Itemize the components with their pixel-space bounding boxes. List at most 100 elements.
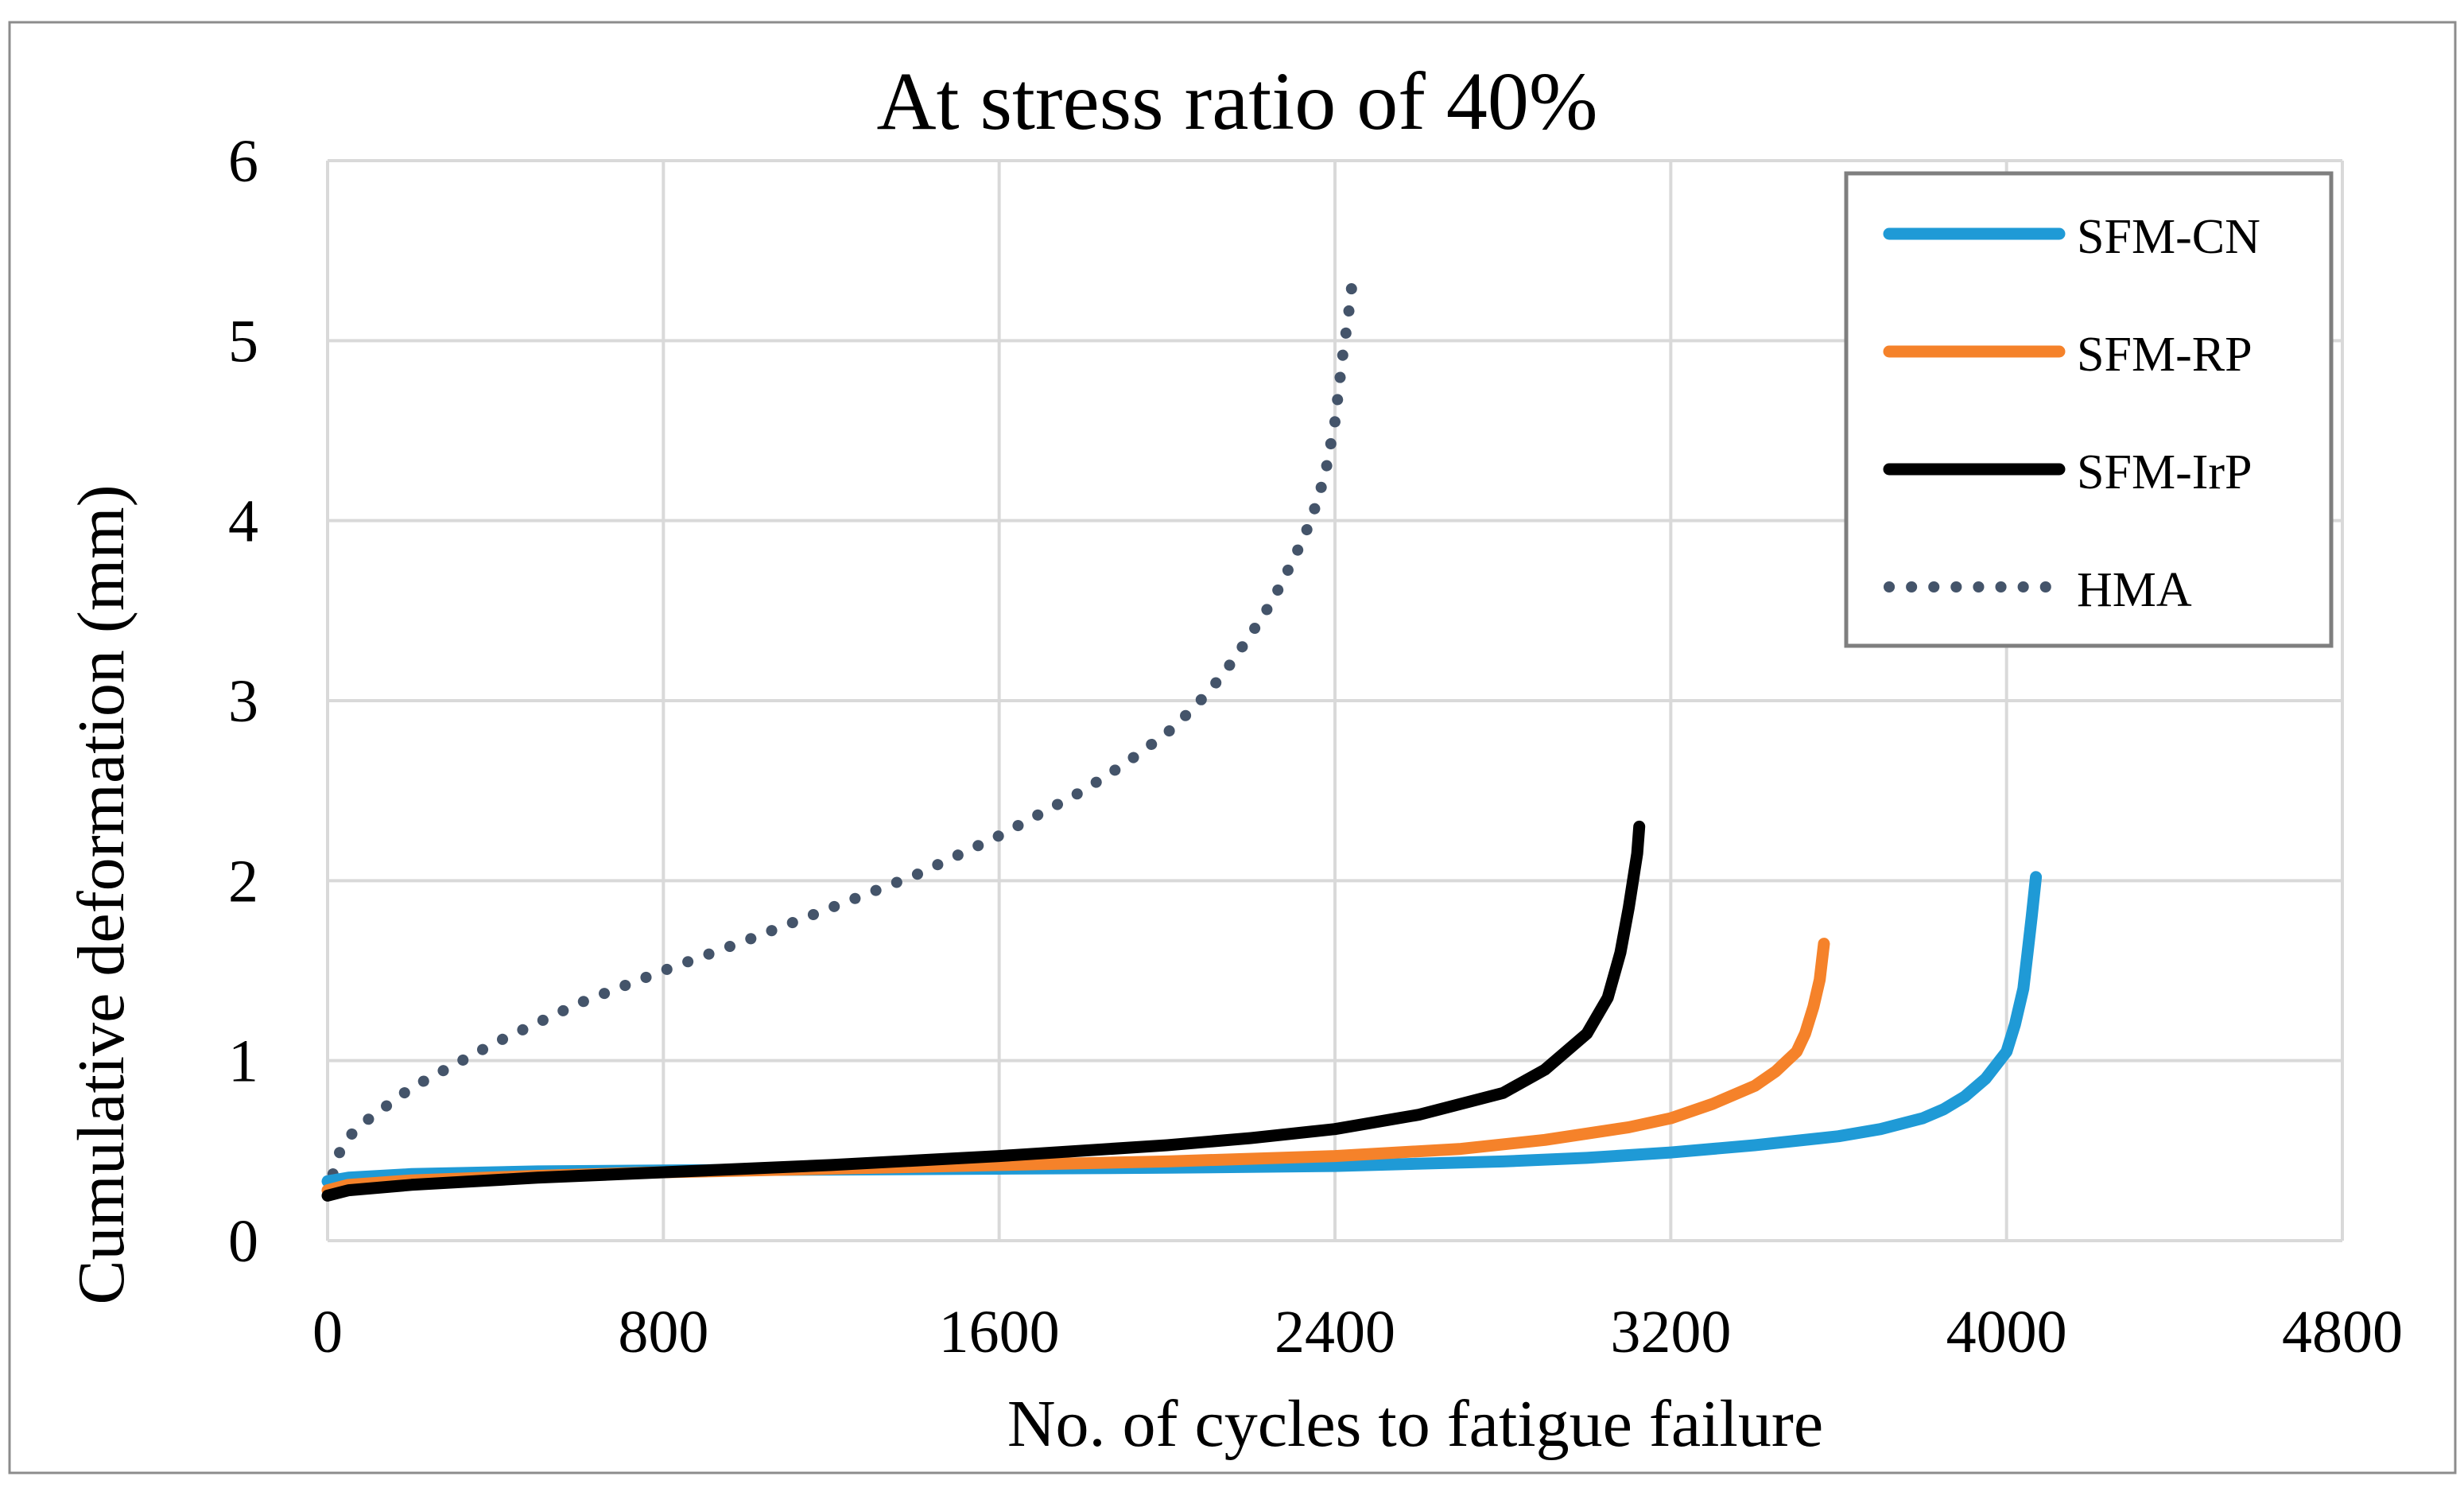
y-tick-label: 2 [228, 848, 258, 915]
data-point-hma [914, 874, 917, 877]
data-point-sfm-irp [347, 1189, 350, 1192]
data-point-sfm-cn [2005, 1050, 2008, 1053]
data-point-hma [1186, 712, 1189, 715]
data-point-hma [1291, 559, 1294, 562]
data-point-sfm-irp [1333, 1128, 1337, 1131]
data-point-sfm-rp [1333, 1155, 1337, 1158]
series-line-hma [322, 281, 1358, 1202]
series-line-sfm-irp [321, 820, 1646, 1202]
data-point-hma [339, 1149, 342, 1152]
data-point-hma [1346, 321, 1349, 324]
x-tick-label: 3200 [1610, 1299, 1731, 1366]
legend-item-sfm-cn: SFM-CN [1883, 210, 2260, 264]
data-point-sfm-rp [1669, 1117, 1672, 1120]
legend-label: HMA [2077, 563, 2192, 617]
x-tick-label: 1600 [939, 1299, 1060, 1366]
legend-label: SFM-RP [2077, 328, 2253, 382]
data-point-sfm-cn [2030, 915, 2033, 919]
data-point-sfm-irp [1619, 951, 1622, 954]
data-point-sfm-irp [830, 1164, 833, 1167]
data-point-hma [1317, 498, 1320, 501]
y-tick-label: 1 [228, 1028, 258, 1095]
data-point-sfm-cn [1669, 1151, 1672, 1154]
data-point-sfm-irp [1632, 879, 1635, 882]
legend-box [1844, 171, 2334, 648]
data-point-hma [1208, 690, 1211, 693]
data-point-sfm-irp [1166, 1144, 1169, 1147]
data-point-hma [662, 969, 665, 973]
x-axis-label: No. of cycles to fatigue failure [1007, 1387, 1823, 1461]
data-point-hma [368, 1117, 371, 1120]
x-tick-label: 4800 [2282, 1299, 2403, 1366]
data-point-sfm-irp [1628, 906, 1631, 909]
data-point-hma [1249, 632, 1252, 635]
data-point-sfm-rp [1812, 1005, 1815, 1008]
data-point-sfm-irp [1638, 825, 1641, 828]
data-point-sfm-cn [2013, 1023, 2016, 1026]
x-tick-label: 0 [312, 1299, 343, 1366]
data-point-sfm-rp [1628, 1125, 1631, 1129]
data-point-sfm-irp [1606, 997, 1609, 1000]
data-point-hma [1166, 732, 1169, 735]
data-point-sfm-cn [1921, 1117, 1924, 1120]
data-point-sfm-rp [1543, 1138, 1546, 1141]
data-point-sfm-irp [662, 1171, 665, 1174]
legend-items: SFM-CN SFM-RP SFM-IrP HMA [1883, 210, 2260, 617]
legend: SFM-CN SFM-RP SFM-IrP HMA [1844, 171, 2334, 648]
data-point-sfm-cn [1942, 1108, 1946, 1111]
data-point-sfm-irp [1585, 1032, 1589, 1035]
data-point-sfm-irp [1636, 852, 1639, 855]
y-axis-ticks: 0 1 2 3 4 5 6 [228, 128, 258, 1275]
series-sfm-irp [321, 820, 1646, 1202]
data-point-hma [1081, 789, 1085, 792]
y-tick-label: 0 [228, 1208, 258, 1275]
data-point-hma [746, 938, 749, 942]
y-tick-label: 4 [228, 488, 258, 555]
data-point-hma [578, 1001, 581, 1004]
data-point-sfm-rp [1803, 1032, 1806, 1035]
y-tick-label: 6 [228, 128, 258, 195]
data-point-hma [1228, 663, 1232, 666]
data-point-sfm-cn [1333, 1164, 1337, 1167]
data-point-hma [998, 834, 1001, 837]
data-point-sfm-cn [1984, 1077, 1987, 1080]
data-point-sfm-rp [1459, 1148, 1462, 1151]
data-point-sfm-rp [1818, 978, 1822, 981]
data-point-sfm-rp [1774, 1070, 1777, 1073]
data-point-hma [351, 1131, 355, 1134]
data-point-hma [1325, 465, 1328, 468]
data-point-sfm-irp [1249, 1136, 1252, 1140]
x-tick-label: 800 [618, 1299, 708, 1366]
data-point-sfm-cn [2026, 951, 2029, 954]
data-point-sfm-cn [1837, 1135, 1841, 1138]
data-point-sfm-cn [1501, 1160, 1504, 1163]
data-point-sfm-rp [1166, 1160, 1169, 1163]
legend-item-hma: HMA [1884, 563, 2192, 617]
data-point-sfm-cn [2022, 987, 2025, 990]
series-hma [322, 281, 1358, 1202]
y-axis-label: Cumulative deformation (mm) [64, 484, 138, 1304]
x-tick-label: 4000 [1946, 1299, 2067, 1366]
data-point-hma [1271, 600, 1274, 604]
data-point-hma [1337, 384, 1341, 387]
data-point-sfm-rp [998, 1164, 1001, 1167]
data-point-sfm-rp [1711, 1102, 1714, 1105]
data-point-sfm-cn [2035, 876, 2038, 879]
data-point-hma [1304, 532, 1307, 535]
x-axis-ticks: 0 800 1600 2400 3200 4000 4800 [312, 1299, 2403, 1366]
data-point-sfm-irp [410, 1183, 413, 1187]
data-point-hma [830, 906, 833, 909]
data-point-sfm-rp [1795, 1050, 1799, 1053]
data-point-sfm-irp [536, 1176, 539, 1179]
data-point-sfm-cn [1963, 1095, 1966, 1098]
data-point-sfm-irp [1543, 1068, 1546, 1071]
data-point-hma [1123, 762, 1127, 765]
data-point-hma [410, 1086, 413, 1090]
data-point-sfm-irp [1418, 1113, 1421, 1117]
data-point-sfm-irp [1501, 1091, 1504, 1094]
data-point-hma [494, 1041, 497, 1044]
legend-item-sfm-irp: SFM-IrP [1883, 445, 2253, 499]
series-group [321, 281, 2043, 1202]
